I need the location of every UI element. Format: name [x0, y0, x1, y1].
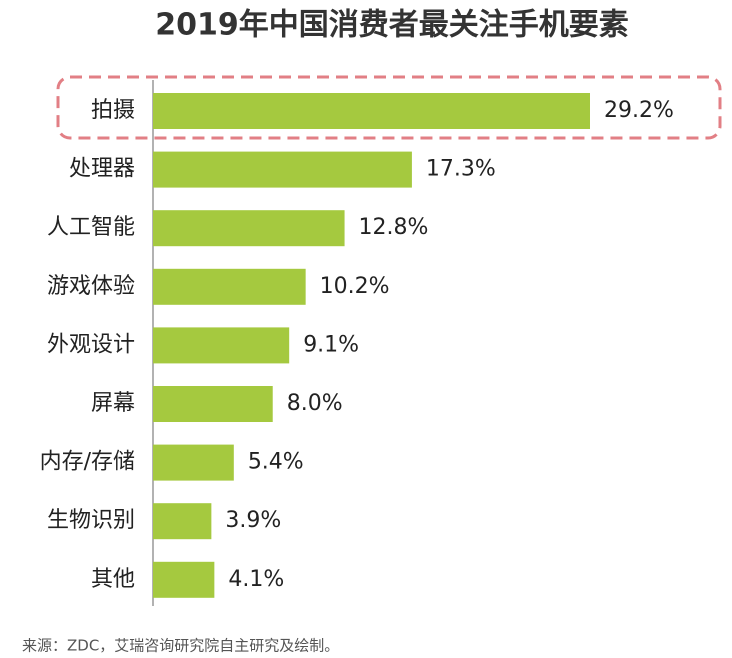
category-label: 生物识别 [47, 508, 135, 533]
value-label: 5.4% [248, 450, 304, 475]
value-label: 8.0% [287, 391, 343, 416]
bar [153, 93, 590, 129]
bar [153, 151, 412, 188]
category-label: 其他 [91, 567, 135, 592]
category-label: 内存/存储 [40, 450, 135, 475]
category-label: 屏幕 [91, 391, 135, 416]
category-label: 拍摄 [91, 98, 135, 123]
bar [153, 503, 212, 540]
value-label: 29.2% [604, 98, 674, 123]
bar [153, 327, 290, 364]
value-label: 17.3% [426, 157, 496, 182]
bar [153, 210, 345, 247]
bar [153, 444, 234, 481]
value-label: 3.9% [225, 508, 281, 533]
category-label: 外观设计 [47, 332, 135, 357]
bar [153, 268, 306, 305]
chart-title: 2019年中国消费者最关注手机要素 [155, 8, 629, 43]
bar [153, 386, 273, 422]
bar [153, 561, 215, 598]
value-label: 9.1% [303, 332, 359, 357]
value-label: 12.8% [359, 215, 429, 240]
source-note: 来源：ZDC，艾瑞咨询研究院自主研究及绘制。 [22, 637, 339, 655]
category-label: 游戏体验 [47, 274, 135, 299]
value-label: 10.2% [320, 274, 390, 299]
value-label: 4.1% [228, 567, 284, 592]
category-label: 处理器 [69, 157, 135, 182]
category-label: 人工智能 [47, 215, 135, 240]
highlight-box [56, 75, 722, 140]
